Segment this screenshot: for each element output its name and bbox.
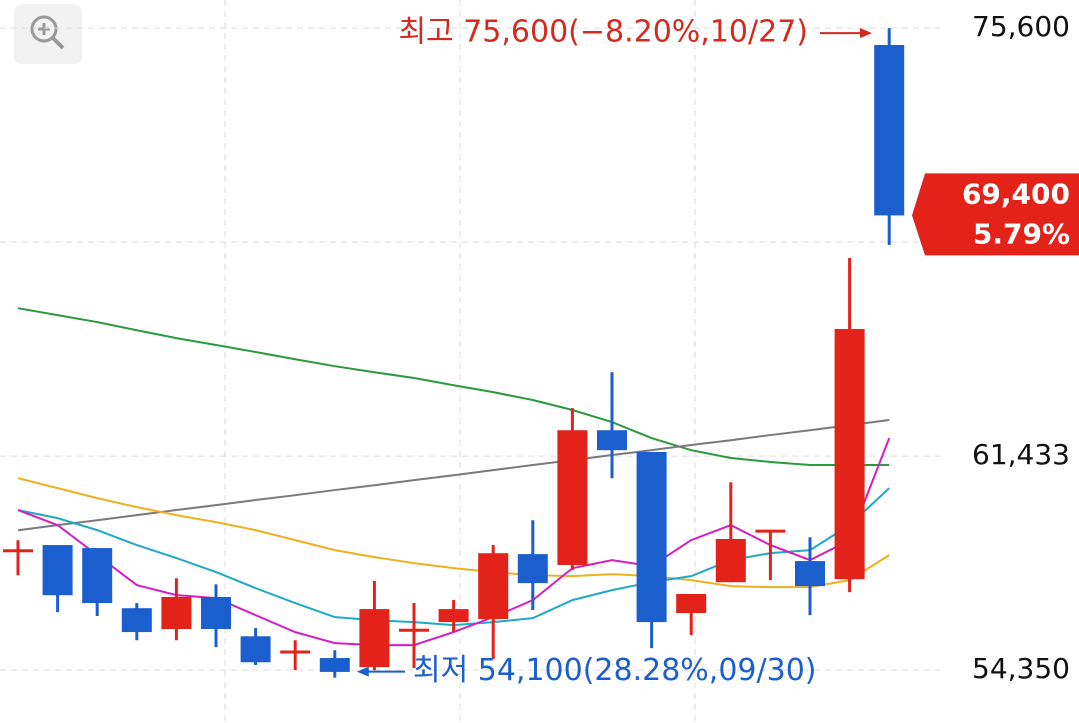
- candle-body: [399, 628, 429, 632]
- y-tick-label: 75,600: [972, 10, 1070, 43]
- low-annotation: 최저 54,100(28.28%,09/30): [413, 653, 817, 688]
- candle-body: [201, 597, 231, 630]
- candle-body: [676, 593, 707, 614]
- last-price-label: 69,400: [962, 177, 1070, 210]
- y-tick-label: 61,433: [972, 438, 1070, 471]
- zoom-icon: [51, 36, 65, 50]
- high-annotation: 최고 75,600(−8.20%,10/27): [398, 15, 808, 50]
- high-arrow-head: [860, 28, 872, 39]
- candle-body: [161, 597, 192, 630]
- zoom-button[interactable]: [14, 4, 82, 64]
- candle-body: [3, 549, 33, 553]
- candle-body: [42, 545, 73, 596]
- candle-body: [517, 554, 548, 584]
- candle-body: [82, 548, 113, 604]
- last-price-box: [912, 173, 1079, 256]
- last-change-label: 5.79%: [973, 217, 1070, 250]
- candle-body: [715, 539, 746, 583]
- candle-body: [359, 609, 390, 668]
- zoom-bg[interactable]: [14, 4, 82, 64]
- candle-body: [280, 650, 311, 654]
- candle-body: [319, 658, 350, 672]
- zoom-icon: [30, 15, 58, 43]
- candle-body: [557, 430, 588, 565]
- moving-average-line: [17, 477, 890, 589]
- low-arrow-head: [356, 666, 369, 677]
- moving-average-line: [17, 307, 890, 466]
- y-tick-label: 54,350: [972, 652, 1070, 685]
- candle-body: [438, 609, 469, 623]
- moving-average-line: [17, 437, 891, 647]
- candle-body: [240, 636, 271, 663]
- candle-body: [597, 430, 627, 451]
- candle-body: [636, 451, 667, 623]
- candle-body: [121, 608, 152, 633]
- candle-body: [755, 529, 786, 533]
- moving-average-line: [17, 418, 890, 532]
- candle-body: [795, 561, 825, 587]
- candle-body: [834, 329, 865, 580]
- candle-body: [478, 553, 509, 620]
- candle-body: [874, 45, 905, 216]
